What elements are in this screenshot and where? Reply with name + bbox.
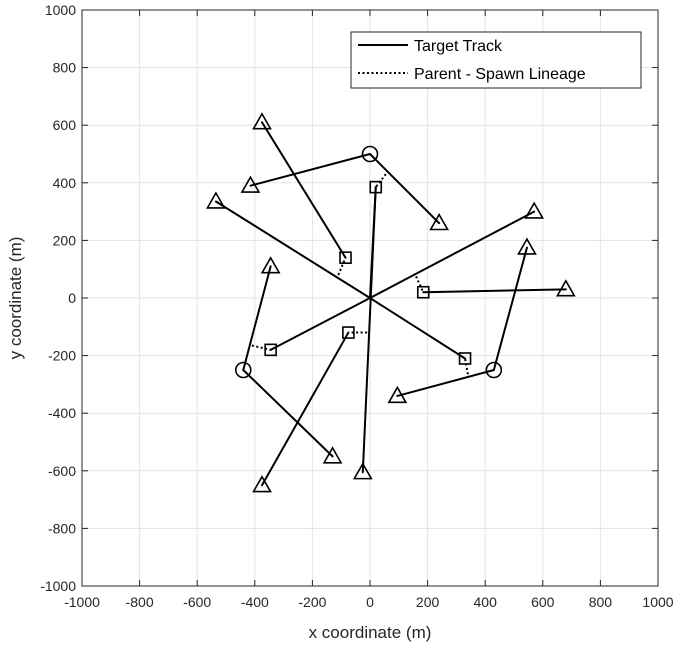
square-marker	[339, 251, 352, 264]
square-marker	[342, 326, 355, 339]
x-tick-label: 400	[474, 594, 498, 610]
track-segment	[242, 265, 272, 371]
legend-label-lineage: Parent - Spawn Lineage	[414, 66, 586, 83]
square-marker	[264, 343, 277, 357]
lineage-segment	[415, 275, 425, 293]
x-tick-label: -400	[241, 594, 269, 610]
triangle-marker	[555, 279, 576, 297]
square-marker	[416, 285, 430, 299]
y-tick-label: 0	[68, 290, 76, 306]
x-tick-label: -200	[298, 594, 326, 610]
triangle-marker	[352, 462, 373, 480]
triangle-marker	[322, 446, 343, 464]
y-tick-label: 1000	[45, 2, 76, 18]
track-segment	[242, 369, 334, 458]
x-tick-labels: -1000 -800 -600 -400 -200 0 200 400 600 800 1000	[64, 10, 674, 610]
track-segment	[492, 246, 528, 371]
x-tick-label: -600	[183, 594, 211, 610]
legend: Target Track Parent - Spawn Lineage	[350, 31, 642, 89]
square-marker	[369, 180, 383, 194]
triangle-marker	[429, 213, 449, 231]
track-segment	[369, 297, 467, 360]
y-tick-label: 600	[53, 117, 77, 133]
track-segment	[361, 186, 377, 474]
lineage-segment	[464, 358, 469, 375]
track-segment	[369, 153, 441, 225]
x-tick-label: 600	[531, 594, 555, 610]
y-tick-label: -200	[48, 348, 76, 364]
triangle-marker	[240, 175, 261, 193]
x-tick-label: 200	[416, 594, 440, 610]
track-segment	[369, 210, 536, 299]
triangle-marker	[260, 256, 281, 274]
y-tick-label: -600	[48, 463, 76, 479]
circle-marker	[361, 145, 379, 163]
legend-label-target-track: Target Track	[414, 38, 503, 55]
triangle-marker	[252, 475, 272, 493]
x-tick-label: -1000	[64, 594, 100, 610]
y-tick-label: 200	[53, 232, 77, 248]
circle-marker	[234, 361, 252, 379]
triangle-marker	[387, 385, 408, 404]
x-tick-label: -800	[126, 594, 154, 610]
lineage-links	[251, 173, 469, 375]
y-tick-label: 800	[53, 60, 77, 76]
x-tick-label: 1000	[642, 594, 673, 610]
triangle-marker	[524, 201, 545, 219]
triangle-marker	[517, 237, 537, 255]
y-tick-label: 400	[53, 175, 77, 191]
triangle-marker	[252, 112, 272, 130]
lineage-segment	[374, 173, 387, 188]
y-axis-label: y coordinate (m)	[6, 237, 25, 360]
legend-box	[350, 31, 642, 89]
track-segment	[422, 288, 567, 294]
target-tracks	[214, 121, 567, 487]
track-segment	[249, 153, 371, 187]
track-segment	[214, 200, 371, 299]
lineage-segment	[251, 344, 271, 351]
triangle-marker	[206, 191, 226, 209]
y-tick-labels: -1000 -800 -600 -400 -200 0 200 400 600 800 1000	[40, 2, 658, 594]
circle-marker	[485, 361, 503, 379]
track-segment	[269, 297, 371, 351]
x-tick-label: 800	[589, 594, 613, 610]
x-tick-label: 0	[366, 594, 374, 610]
x-axis-label: x coordinate (m)	[309, 623, 432, 642]
markers	[206, 112, 576, 493]
square-marker	[458, 352, 472, 365]
track-segment	[261, 331, 350, 487]
lineage-segment	[337, 257, 347, 276]
y-tick-label: -800	[48, 520, 76, 536]
y-tick-label: -1000	[40, 578, 76, 594]
track-segment	[396, 369, 495, 397]
track-segment	[261, 121, 347, 259]
y-tick-label: -400	[48, 405, 76, 421]
